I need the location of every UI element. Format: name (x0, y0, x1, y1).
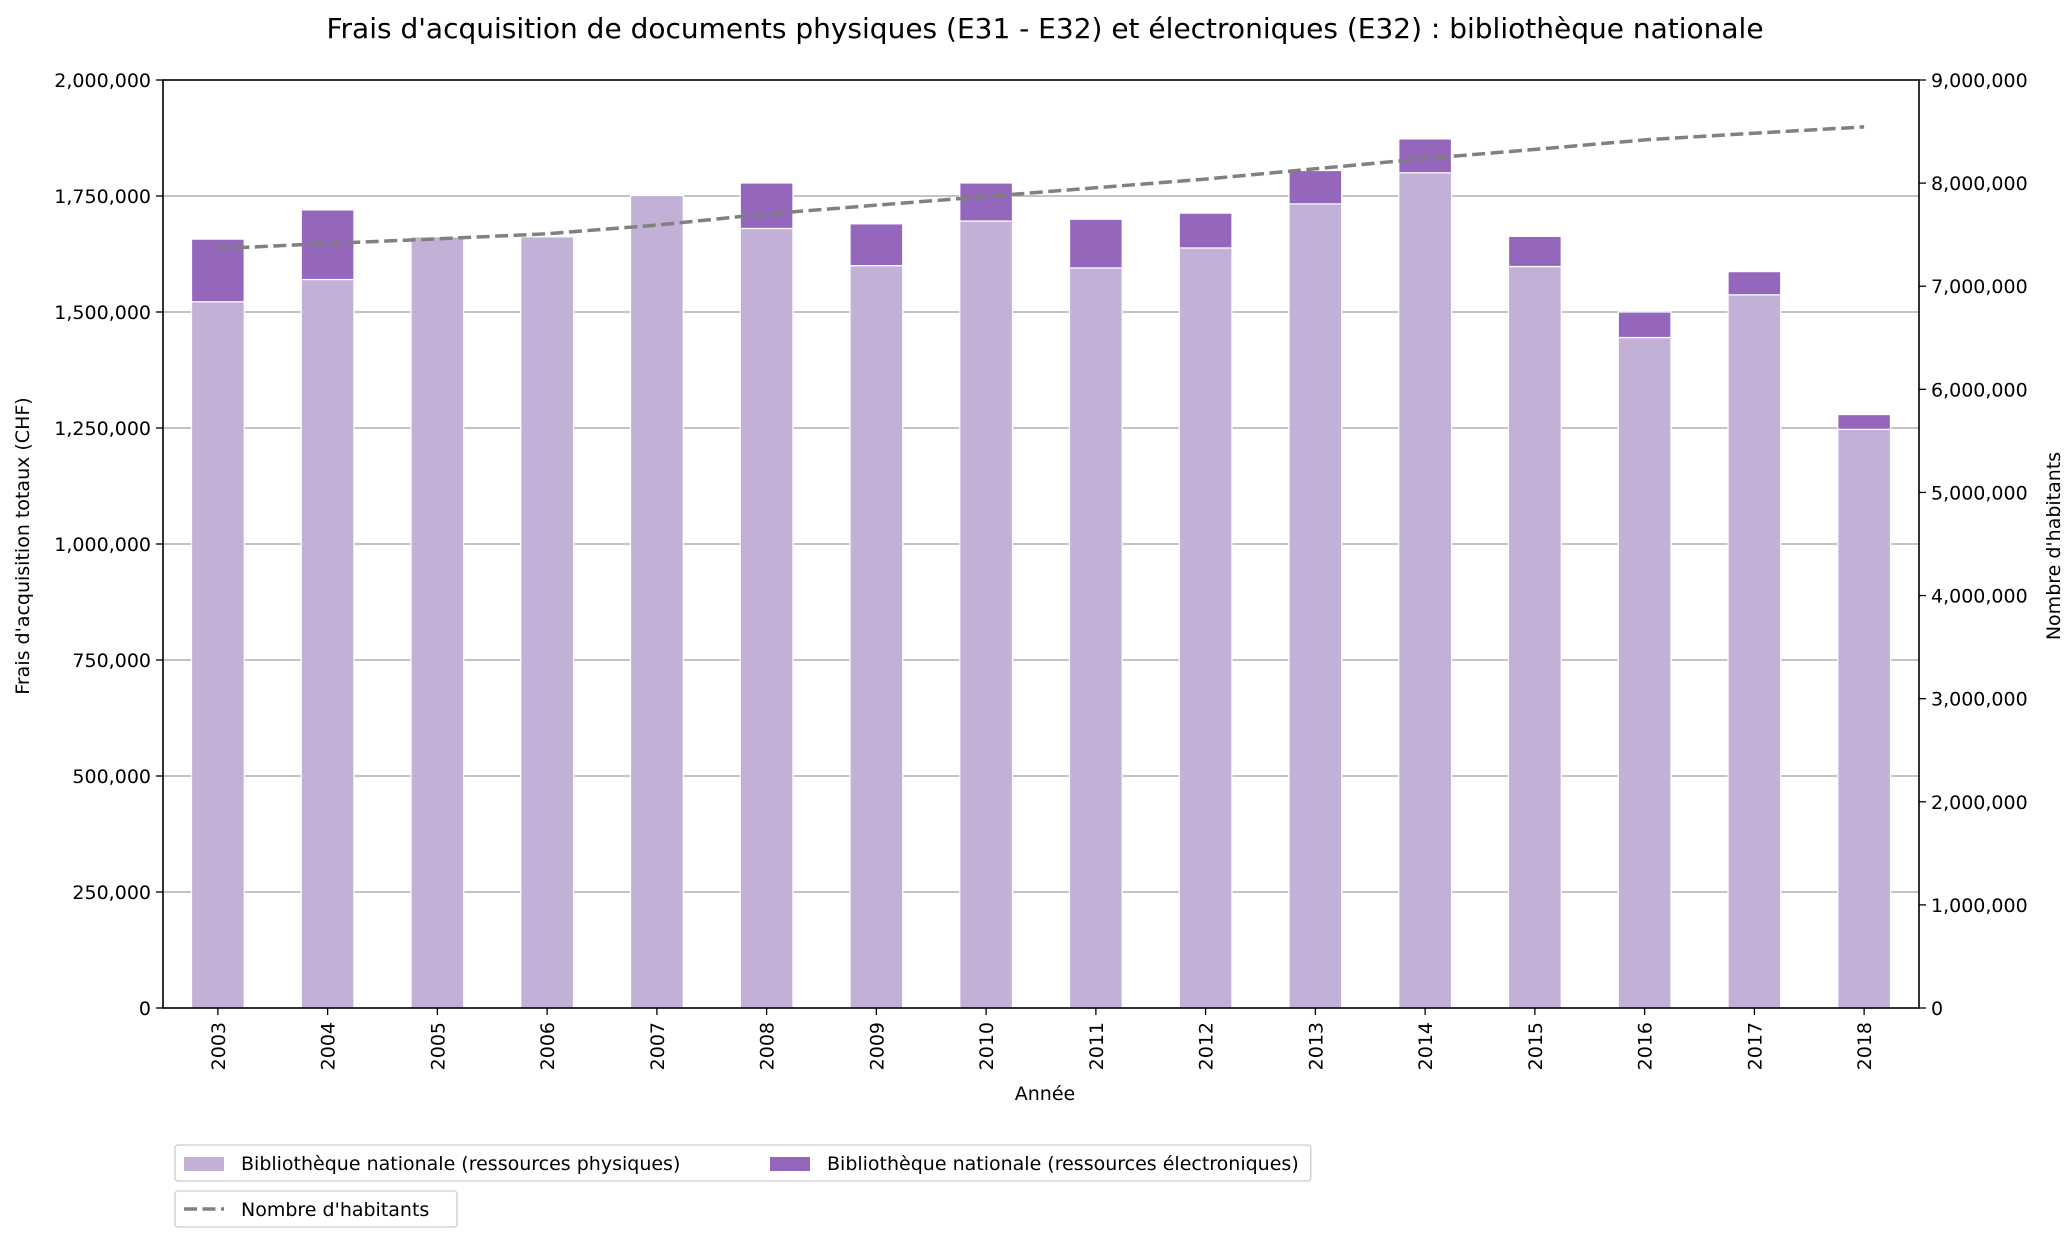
y-tick-label: 500,000 (72, 766, 151, 788)
legend-swatch-physical (184, 1157, 224, 1171)
y-tick-label: 1,500,000 (54, 302, 151, 324)
bar-physical-2003 (190, 301, 245, 1009)
y2-tick-label: 0 (1931, 998, 1943, 1020)
x-tick-label: 2007 (647, 1022, 669, 1070)
population-line-path (217, 125, 1865, 251)
y2-tick-label: 5,000,000 (1931, 482, 2028, 504)
legend-label-electronic: Bibliothèque nationale (ressources élect… (827, 1153, 1299, 1175)
bar-physical-2017 (1727, 294, 1782, 1009)
x-axis-title: Année (1015, 1083, 1075, 1105)
bar-physical-2011 (1068, 267, 1123, 1009)
y2-tick-label: 9,000,000 (1931, 70, 2028, 92)
bar-electronic-2008 (739, 182, 794, 230)
legend-label-physical: Bibliothèque nationale (ressources physi… (241, 1153, 680, 1175)
bar-electronic-2013 (1288, 169, 1343, 205)
x-tick-label: 2005 (427, 1022, 449, 1070)
legend-swatch-electronic (770, 1157, 810, 1171)
y-axis-title: Frais d'acquisition totaux (CHF) (12, 397, 34, 694)
x-tick-label: 2015 (1525, 1022, 1547, 1070)
plot-frame (162, 79, 1920, 1009)
x-tick-label: 2010 (976, 1022, 998, 1070)
x-tick-label: 2012 (1196, 1022, 1218, 1070)
bar-physical-2010 (959, 220, 1014, 1009)
bar-physical-2004 (300, 278, 355, 1009)
bar-physical-2005 (410, 236, 465, 1009)
y-tick-label: 750,000 (72, 650, 151, 672)
x-tick-label: 2009 (866, 1022, 888, 1070)
x-tick-label: 2004 (318, 1022, 340, 1070)
bar-electronic-2018 (1837, 413, 1892, 430)
legend-box-line (174, 1190, 458, 1228)
x-tick-label: 2017 (1744, 1022, 1766, 1070)
bar-physical-2012 (1178, 247, 1233, 1009)
y2-tick-label: 2,000,000 (1931, 792, 2028, 814)
y-tick-label: 250,000 (72, 882, 151, 904)
bar-physical-2016 (1617, 336, 1672, 1009)
bar-electronic-2010 (959, 182, 1014, 222)
y2-tick-label: 1,000,000 (1931, 895, 2028, 917)
bar-physical-2006 (520, 236, 575, 1009)
bar-electronic-2004 (300, 209, 355, 281)
population-line (217, 125, 1865, 251)
bar-physical-2015 (1507, 265, 1562, 1009)
bar-electronic-2012 (1178, 212, 1233, 249)
x-tick-label: 2008 (757, 1022, 779, 1070)
bar-electronic-2016 (1617, 311, 1672, 339)
y2-tick-label: 3,000,000 (1931, 689, 2028, 711)
x-tick-label: 2016 (1635, 1022, 1657, 1070)
y-tick-label: 1,000,000 (54, 534, 151, 556)
x-tick-label: 2003 (208, 1022, 230, 1070)
y-tick-label: 2,000,000 (54, 70, 151, 92)
y2-tick-label: 8,000,000 (1931, 173, 2028, 195)
y2-tick-label: 6,000,000 (1931, 379, 2028, 401)
bar-physical-2014 (1398, 172, 1453, 1009)
x-tick-label: 2014 (1415, 1022, 1437, 1070)
bars (190, 138, 1892, 1009)
bar-physical-2013 (1288, 203, 1343, 1009)
x-tick-label: 2018 (1854, 1022, 1876, 1070)
bar-electronic-2015 (1507, 235, 1562, 268)
y-tick-label: 1,250,000 (54, 418, 151, 440)
bar-physical-2009 (849, 265, 904, 1009)
x-tick-label: 2011 (1086, 1022, 1108, 1070)
bar-electronic-2009 (849, 223, 904, 267)
y2-tick-label: 7,000,000 (1931, 276, 2028, 298)
y2-axis-title: Nombre d'habitants (2043, 452, 2065, 640)
axes: 0 250,000 500,000 750,000 1,000,000 1,250,000… (54, 70, 2027, 1070)
bar-physical-2008 (739, 227, 794, 1009)
legend-box-bars (174, 1144, 1312, 1182)
bar-physical-2018 (1837, 428, 1892, 1009)
legend-label-population: Nombre d'habitants (241, 1199, 429, 1221)
bar-physical-2007 (629, 194, 684, 1009)
x-tick-label: 2013 (1305, 1022, 1327, 1070)
bar-electronic-2017 (1727, 271, 1782, 296)
bar-electronic-2011 (1068, 218, 1123, 269)
bar-electronic-2003 (190, 238, 245, 303)
chart-title: Frais d'acquisition de documents physiqu… (326, 12, 1763, 45)
y2-tick-label: 4,000,000 (1931, 586, 2028, 608)
x-tick-label: 2006 (537, 1022, 559, 1070)
legend: Bibliothèque nationale (ressources physi… (174, 1144, 1312, 1228)
y-tick-label: 1,750,000 (54, 186, 151, 208)
y-tick-label: 0 (139, 998, 151, 1020)
